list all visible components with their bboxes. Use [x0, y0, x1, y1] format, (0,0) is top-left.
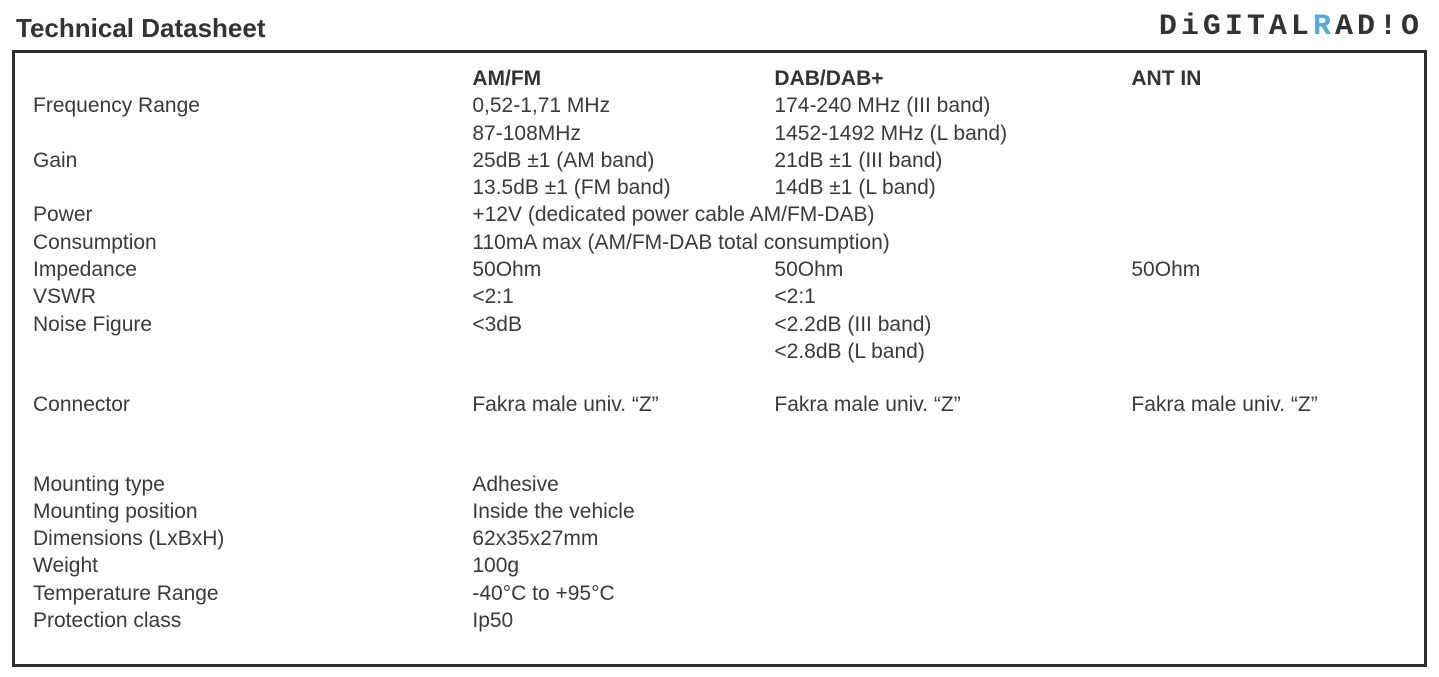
row-label: Dimensions (LxBxH) [33, 525, 472, 552]
row-label: Noise Figure [33, 311, 472, 338]
brand-logo: DiGITALRAD!O [1159, 10, 1423, 44]
row-label: Consumption [33, 229, 472, 256]
cell: 50Ohm [774, 256, 1131, 283]
logo-text: AD [1335, 10, 1379, 44]
spacer-row [33, 365, 1406, 391]
cell: <2:1 [472, 283, 774, 310]
cell: Inside the vehicle [472, 498, 1406, 525]
cell: -40°C to +95°C [472, 580, 1406, 607]
cell: 62x35x27mm [472, 525, 1406, 552]
cell: 1452-1492 MHz (L band) [774, 120, 1131, 147]
table-row: 87-108MHz 1452-1492 MHz (L band) [33, 120, 1406, 147]
table-row: AM/FM DAB/DAB+ ANT IN [33, 65, 1406, 92]
spacer-row [33, 445, 1406, 471]
datasheet-frame: AM/FM DAB/DAB+ ANT IN Frequency Range 0,… [12, 50, 1427, 667]
cell: 174-240 MHz (III band) [774, 92, 1131, 119]
table-row: Weight 100g [33, 552, 1406, 579]
logo-text: O [1401, 10, 1423, 44]
row-label: Power [33, 201, 472, 228]
row-label: Connector [33, 391, 472, 418]
cell: <2:1 [774, 283, 1131, 310]
cell: <2.2dB (III band) [774, 311, 1131, 338]
row-label: Mounting type [33, 471, 472, 498]
cell: Fakra male univ. “Z” [774, 391, 1131, 418]
row-label: Impedance [33, 256, 472, 283]
cell: +12V (dedicated power cable AM/FM-DAB) [472, 201, 1406, 228]
row-label: VSWR [33, 283, 472, 310]
spacer-row [33, 419, 1406, 445]
cell: 21dB ±1 (III band) [774, 147, 1131, 174]
cell: 25dB ±1 (AM band) [472, 147, 774, 174]
table-row: 13.5dB ±1 (FM band) 14dB ±1 (L band) [33, 174, 1406, 201]
cell: 50Ohm [472, 256, 774, 283]
logo-text-blue: R [1313, 10, 1335, 44]
row-label: Mounting position [33, 498, 472, 525]
cell: 14dB ±1 (L band) [774, 174, 1131, 201]
cell: 100g [472, 552, 1406, 579]
header-row: Technical Datasheet DiGITALRAD!O [12, 10, 1427, 44]
cell: Fakra male univ. “Z” [1131, 391, 1406, 418]
table-row: Mounting position Inside the vehicle [33, 498, 1406, 525]
cell: 50Ohm [1131, 256, 1406, 283]
table-row: Gain 25dB ±1 (AM band) 21dB ±1 (III band… [33, 147, 1406, 174]
row-label: Temperature Range [33, 580, 472, 607]
table-row: Protection class Ip50 [33, 607, 1406, 634]
logo-text: D [1159, 10, 1181, 44]
spec-table: AM/FM DAB/DAB+ ANT IN Frequency Range 0,… [33, 65, 1406, 634]
table-row: VSWR <2:1 <2:1 [33, 283, 1406, 310]
cell: 0,52-1,71 MHz [472, 92, 774, 119]
cell: <3dB [472, 311, 774, 338]
cell: Ip50 [472, 607, 1406, 634]
row-label: Weight [33, 552, 472, 579]
row-label: Frequency Range [33, 92, 472, 119]
table-row: Consumption 110mA max (AM/FM-DAB total c… [33, 229, 1406, 256]
row-label: Gain [33, 147, 472, 174]
cell: Fakra male univ. “Z” [472, 391, 774, 418]
col-header: ANT IN [1131, 65, 1406, 92]
table-row: Frequency Range 0,52-1,71 MHz 174-240 MH… [33, 92, 1406, 119]
table-row: Dimensions (LxBxH) 62x35x27mm [33, 525, 1406, 552]
cell: <2.8dB (L band) [774, 338, 1131, 365]
col-header: DAB/DAB+ [774, 65, 1131, 92]
cell: 110mA max (AM/FM-DAB total consumption) [472, 229, 1406, 256]
col-header: AM/FM [472, 65, 774, 92]
table-row: Impedance 50Ohm 50Ohm 50Ohm [33, 256, 1406, 283]
row-label: Protection class [33, 607, 472, 634]
cell: 13.5dB ±1 (FM band) [472, 174, 774, 201]
table-row: Mounting type Adhesive [33, 471, 1406, 498]
table-row: Power +12V (dedicated power cable AM/FM-… [33, 201, 1406, 228]
table-row: Temperature Range -40°C to +95°C [33, 580, 1406, 607]
logo-dot: ! [1379, 10, 1401, 44]
page-title: Technical Datasheet [16, 13, 266, 44]
logo-text: GITAL [1203, 10, 1313, 44]
table-row: <2.8dB (L band) [33, 338, 1406, 365]
table-row: Connector Fakra male univ. “Z” Fakra mal… [33, 391, 1406, 418]
logo-dot: i [1181, 10, 1203, 44]
cell: 87-108MHz [472, 120, 774, 147]
cell: Adhesive [472, 471, 1406, 498]
table-row: Noise Figure <3dB <2.2dB (III band) [33, 311, 1406, 338]
